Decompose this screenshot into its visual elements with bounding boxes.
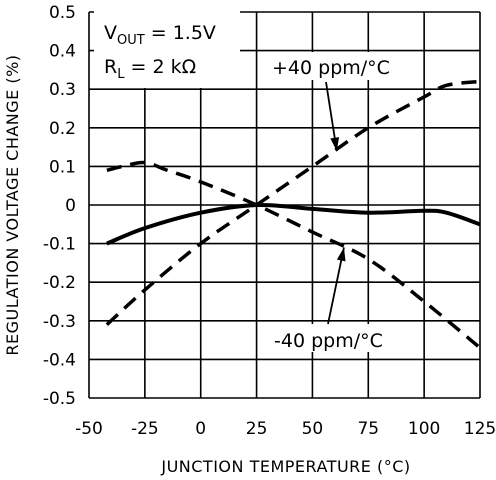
- label-plus40-bg: [268, 52, 412, 80]
- y-tick-label: 0: [65, 196, 76, 216]
- y-axis-title: REGULATION VOLTAGE CHANGE (%): [3, 54, 22, 355]
- y-tick-label: -0.4: [43, 350, 76, 370]
- series-line-nominal: [106, 202, 481, 246]
- y-tick-label: 0.4: [49, 42, 76, 62]
- x-tick-label: 75: [357, 419, 379, 439]
- label-plus40: +40 ppm/°C: [272, 57, 390, 79]
- x-tick-label: 0: [195, 419, 206, 439]
- x-tick-label: 50: [302, 419, 324, 439]
- series-line-minus40: [106, 160, 482, 350]
- y-tick-label: 0.5: [49, 3, 76, 23]
- condition-vout: VOUT = 1.5V: [104, 22, 216, 48]
- y-tick-label: 0.3: [49, 80, 76, 100]
- arrow-plus40-head: [330, 137, 340, 151]
- y-tick-label: -0.5: [43, 389, 76, 409]
- x-tick-label: 125: [464, 419, 496, 439]
- x-tick-label: 25: [246, 419, 268, 439]
- conditions-box: [94, 10, 240, 88]
- x-tick-label: 100: [408, 419, 440, 439]
- y-tick-label: -0.1: [43, 235, 76, 255]
- y-tick-label: 0.2: [49, 119, 76, 139]
- tick-labels: -50 -25 0 25 50 75 100 125 0.5 0.4 0.3 0.2 0.1 0 -0.1 -…: [43, 3, 496, 439]
- condition-rl: RL = 2 kΩ: [104, 56, 196, 82]
- annotation-arrows: [325, 81, 346, 325]
- label-minus40-bg: [270, 324, 412, 352]
- y-tick-label: -0.3: [43, 312, 76, 332]
- series-line-plus40: [105, 79, 481, 326]
- arrow-minus40-head: [336, 247, 346, 262]
- x-tick-label: -50: [75, 419, 103, 439]
- series-layer: [105, 79, 482, 350]
- x-tick-label: -25: [131, 419, 159, 439]
- y-tick-label: -0.2: [43, 273, 76, 293]
- y-tick-label: 0.1: [49, 157, 76, 177]
- label-minus40: -40 ppm/°C: [274, 330, 383, 352]
- x-axis-title: JUNCTION TEMPERATURE (°C): [160, 457, 410, 476]
